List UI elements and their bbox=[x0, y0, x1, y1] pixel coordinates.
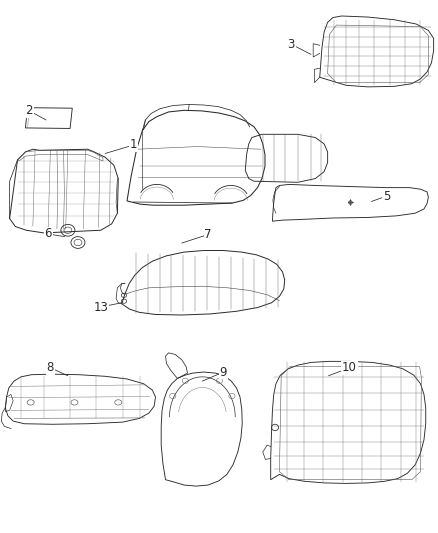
Text: 10: 10 bbox=[342, 361, 357, 374]
Text: 1: 1 bbox=[130, 139, 138, 151]
Text: 13: 13 bbox=[93, 301, 108, 313]
Text: 3: 3 bbox=[288, 38, 295, 51]
Text: 9: 9 bbox=[219, 366, 227, 378]
Text: 5: 5 bbox=[383, 190, 390, 203]
Text: 8: 8 bbox=[47, 361, 54, 374]
Text: 7: 7 bbox=[204, 228, 212, 241]
Text: 6: 6 bbox=[44, 228, 52, 240]
Text: 2: 2 bbox=[25, 104, 33, 117]
